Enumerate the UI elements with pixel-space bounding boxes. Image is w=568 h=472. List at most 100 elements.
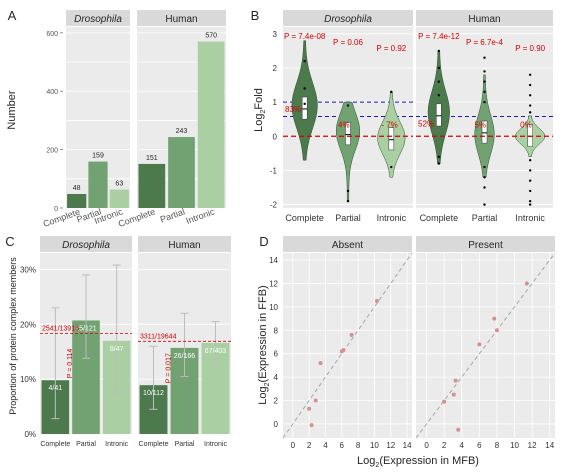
panel-b-outlier xyxy=(528,83,532,87)
panel-d-point xyxy=(477,342,482,347)
panel-a-facet-strip-label: Drosophila xyxy=(74,14,122,25)
panel-b-outlier xyxy=(303,102,306,106)
panel-c-bar-label: 26/166 xyxy=(174,353,196,360)
panel-b-boxplot xyxy=(436,103,442,127)
panel-c-ytick-label: 0% xyxy=(24,430,36,439)
panel-b-ytick-label: 1 xyxy=(273,98,278,107)
panel-d-xtick-label: 4 xyxy=(460,441,465,450)
panel-c-xtick-label: Intronic xyxy=(105,441,128,448)
panel-b-outlier xyxy=(437,66,441,70)
panel-a-bar-label: 159 xyxy=(92,153,104,160)
panel-d-xtick-label: 2 xyxy=(307,441,312,450)
panel-b-pvalue: P = 0.90 xyxy=(515,44,545,53)
panel-a-bar-label: 243 xyxy=(176,128,188,135)
panel-d-point xyxy=(492,316,497,321)
panel-d-xtick-label: 12 xyxy=(386,441,395,450)
panel-a-ylabel: Number xyxy=(6,90,18,129)
panel-b-percent-label: 52% xyxy=(418,119,434,128)
panel-b-outlier xyxy=(528,111,532,114)
panel-c-reference-label: 3311/19644 xyxy=(140,333,177,340)
panel-b-outlier xyxy=(303,87,306,90)
panel-b-boxplot xyxy=(481,120,488,144)
panel-b-outlier xyxy=(437,49,441,53)
panel-b-outlier xyxy=(303,59,306,63)
panel-d-point xyxy=(456,427,461,432)
panel-d-facet-strip xyxy=(416,236,555,252)
panel-d-xtick-label: 12 xyxy=(528,441,537,450)
panel-b-xtick-label: Intronic xyxy=(377,213,407,223)
panel-b-ytick-label: -1 xyxy=(270,166,278,175)
panel-b-outlier xyxy=(437,80,441,83)
panel-b-outlier xyxy=(528,169,532,172)
panel-a-bar-label: 63 xyxy=(115,181,123,188)
panel-b-outlier xyxy=(346,104,350,107)
panel-c-pvalue: P = 0.114 xyxy=(67,349,74,379)
panel-b-ylabel: Log2Fold xyxy=(253,88,267,132)
panel-c-label: C xyxy=(5,234,14,249)
panel-d-xtick-label: 4 xyxy=(323,441,328,450)
panel-d-point xyxy=(524,281,529,286)
panel-a-bar xyxy=(168,137,195,208)
panel-b-boxplot xyxy=(301,96,308,120)
panel-b-outlier xyxy=(437,94,441,97)
panel-c-xtick-label: Partial xyxy=(76,441,96,448)
panel-b-outlier xyxy=(528,203,532,206)
panel-d-ytick-label: 4 xyxy=(274,373,279,382)
panel-b-ytick-label: 2 xyxy=(273,64,278,73)
panel-b-xtick-label: Complete xyxy=(285,213,324,223)
panel-a-bar xyxy=(138,163,166,208)
panel-b-pvalue: P = 0.92 xyxy=(376,44,406,53)
panel-b-outlier xyxy=(528,104,532,107)
panel-b-percent-label: 83% xyxy=(285,105,301,114)
panel-c-reference-label: 2541/13913 xyxy=(42,326,79,333)
panel-b-xtick-label: Partial xyxy=(335,213,361,223)
panel-c-xtick-label: Partial xyxy=(175,441,195,448)
panel-b-outlier xyxy=(483,203,486,206)
panel-c-xtick-label: Complete xyxy=(40,441,70,448)
panel-b-outlier xyxy=(483,80,486,83)
panel-c-facet-strip-label: Drosophila xyxy=(62,240,110,251)
panel-b-percent-label: - 7% xyxy=(381,121,397,130)
panel-a-ytick-label: 600 xyxy=(46,31,58,38)
panel-a-bar xyxy=(197,41,225,209)
panel-b-outlier xyxy=(483,90,486,94)
panel-d-identity-line xyxy=(282,252,413,439)
panel-b-outlier xyxy=(528,179,532,182)
panel-b-pvalue: P = 0.06 xyxy=(333,38,363,47)
panel-d-ytick-label: 12 xyxy=(269,279,278,288)
panel-a-bar-label: 48 xyxy=(73,185,81,192)
panel-d-point xyxy=(451,392,456,397)
panel-d-point xyxy=(307,406,312,411)
panel-b-outlier xyxy=(437,155,441,158)
panel-d-xtick-label: 10 xyxy=(370,441,379,450)
panel-b-label: B xyxy=(251,8,260,23)
panel-d-facet-strip xyxy=(283,236,412,252)
panel-b-outlier xyxy=(483,56,486,59)
panel-b-boxplot xyxy=(345,122,351,146)
panel-b-xtick-label: Intronic xyxy=(515,213,545,223)
panel-d-ylabel: Log2(Expression in FFB) xyxy=(257,285,271,404)
panel-b-percent-label: 0% xyxy=(520,121,532,130)
panel-b-pvalue: P = 6.7e-4 xyxy=(466,38,504,47)
panel-d-point xyxy=(313,398,318,403)
panel-b-facet-strip-label: Drosophila xyxy=(324,14,372,25)
panel-b-outlier xyxy=(528,73,532,77)
panel-b-outlier xyxy=(483,100,486,104)
panel-b-ytick-label: 3 xyxy=(273,30,278,39)
panel-d-ytick-label: 2 xyxy=(274,397,279,406)
panel-a-facet-strip xyxy=(66,10,130,26)
panel-b-pvalue: P = 7.4e-08 xyxy=(284,32,326,41)
panel-a-ytick-label: 200 xyxy=(46,148,58,155)
panel-d-point xyxy=(374,299,379,304)
panel-d-xtick-label: 0 xyxy=(291,441,296,450)
panel-d-ytick-label: 6 xyxy=(274,350,279,359)
panel-c-ylabel: Proportion of protein complex members xyxy=(8,257,18,415)
panel-d-xtick-label: 14 xyxy=(545,441,554,450)
panel-c-facet-strip-label: Human xyxy=(168,240,200,251)
panel-d-point xyxy=(442,399,447,404)
panel-d-xtick-label: 14 xyxy=(403,441,412,450)
panel-b-outlier xyxy=(528,189,532,193)
panel-d-facet-strip-label: Present xyxy=(468,240,503,251)
panel-c-facet-strip xyxy=(138,236,231,252)
